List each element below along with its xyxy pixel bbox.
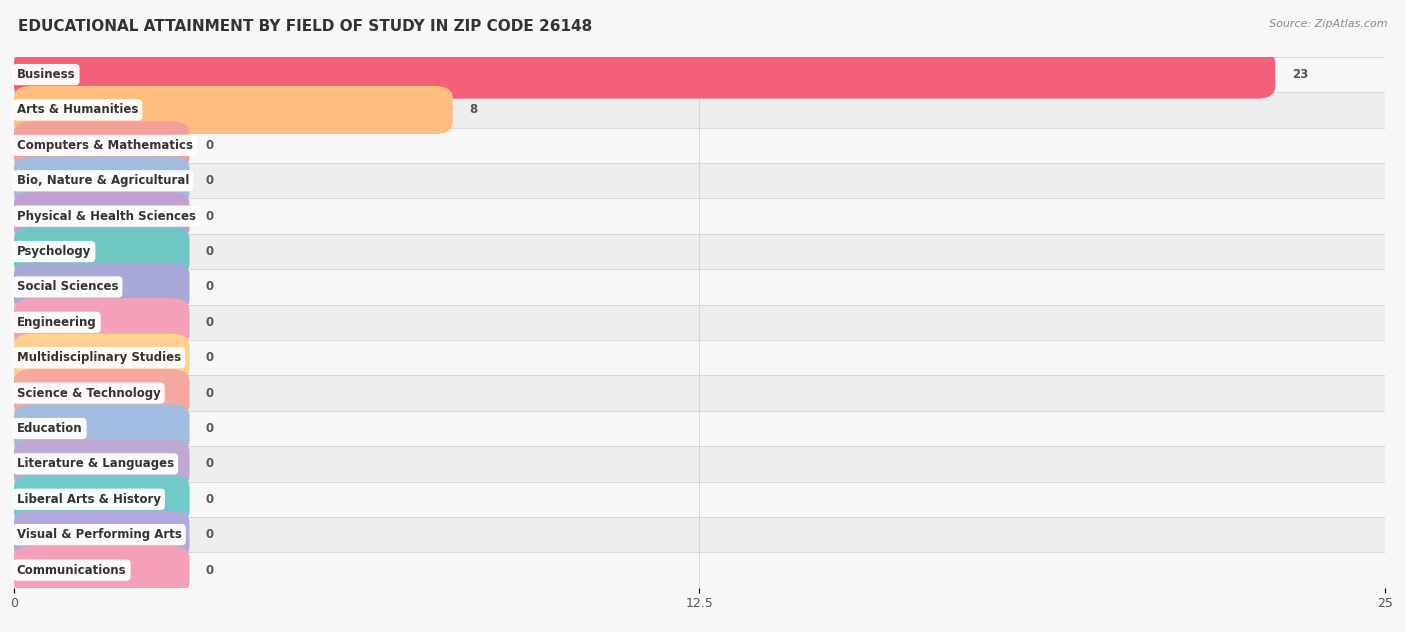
Text: Bio, Nature & Agricultural: Bio, Nature & Agricultural [17,174,190,187]
Bar [14,234,1385,269]
FancyBboxPatch shape [14,369,190,417]
Text: 0: 0 [207,458,214,470]
FancyBboxPatch shape [14,192,190,240]
Text: 0: 0 [207,351,214,364]
Bar [14,411,1385,446]
Text: Physical & Health Sciences: Physical & Health Sciences [17,210,195,222]
Text: Science & Technology: Science & Technology [17,387,160,399]
Bar [14,198,1385,234]
Text: 0: 0 [207,139,214,152]
Text: Business: Business [17,68,76,81]
Bar [14,92,1385,128]
Text: 0: 0 [207,210,214,222]
Text: 0: 0 [207,316,214,329]
Text: Social Sciences: Social Sciences [17,281,118,293]
FancyBboxPatch shape [14,334,190,382]
FancyBboxPatch shape [14,121,190,169]
FancyBboxPatch shape [14,440,190,488]
FancyBboxPatch shape [14,298,190,346]
Text: Liberal Arts & History: Liberal Arts & History [17,493,160,506]
Text: 0: 0 [207,245,214,258]
Bar [14,305,1385,340]
Bar [14,446,1385,482]
Text: 8: 8 [470,104,478,116]
FancyBboxPatch shape [14,51,1275,99]
Bar [14,340,1385,375]
FancyBboxPatch shape [14,546,190,594]
Bar [14,269,1385,305]
Text: Visual & Performing Arts: Visual & Performing Arts [17,528,181,541]
Text: Arts & Humanities: Arts & Humanities [17,104,138,116]
FancyBboxPatch shape [14,511,190,559]
FancyBboxPatch shape [14,475,190,523]
Text: Education: Education [17,422,83,435]
Bar [14,163,1385,198]
Text: 0: 0 [207,387,214,399]
FancyBboxPatch shape [14,157,190,205]
Bar [14,57,1385,92]
Text: Multidisciplinary Studies: Multidisciplinary Studies [17,351,181,364]
Bar [14,552,1385,588]
Bar [14,517,1385,552]
Text: 0: 0 [207,493,214,506]
Text: 0: 0 [207,281,214,293]
Text: EDUCATIONAL ATTAINMENT BY FIELD OF STUDY IN ZIP CODE 26148: EDUCATIONAL ATTAINMENT BY FIELD OF STUDY… [18,19,592,34]
Text: 0: 0 [207,174,214,187]
Text: Engineering: Engineering [17,316,97,329]
FancyBboxPatch shape [14,228,190,276]
Text: 23: 23 [1292,68,1308,81]
Text: 0: 0 [207,564,214,576]
Text: 0: 0 [207,422,214,435]
Text: 0: 0 [207,528,214,541]
Bar [14,375,1385,411]
Bar [14,128,1385,163]
Text: Communications: Communications [17,564,127,576]
Text: Source: ZipAtlas.com: Source: ZipAtlas.com [1270,19,1388,29]
FancyBboxPatch shape [14,86,453,134]
Text: Psychology: Psychology [17,245,91,258]
FancyBboxPatch shape [14,404,190,453]
Text: Computers & Mathematics: Computers & Mathematics [17,139,193,152]
FancyBboxPatch shape [14,263,190,311]
Bar [14,482,1385,517]
Text: Literature & Languages: Literature & Languages [17,458,174,470]
